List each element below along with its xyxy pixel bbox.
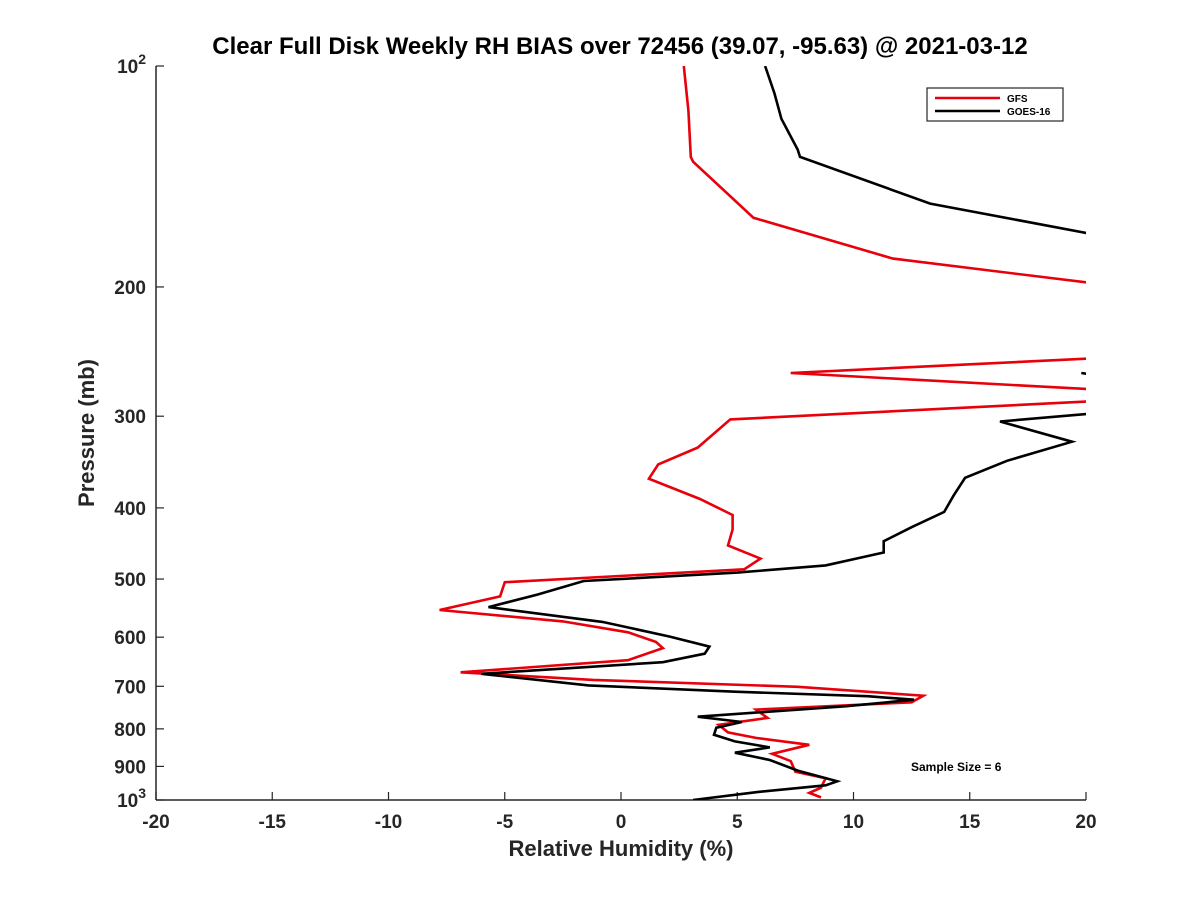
y-tick-label: 900	[114, 757, 146, 778]
y-tick-label: 300	[114, 407, 146, 428]
y-tick-label: 102	[117, 51, 146, 78]
y-tick-label: 600	[114, 628, 146, 649]
x-tick-label: 20	[1075, 812, 1096, 833]
x-tick-label: -20	[142, 812, 169, 833]
y-tick-label: 200	[114, 278, 146, 299]
legend-label-gfs: GFS	[1007, 94, 1028, 105]
x-tick-label: -5	[496, 812, 513, 833]
y-axis-label: Pressure (mb)	[74, 359, 99, 507]
y-tick-label: 700	[114, 677, 146, 698]
series-lines	[439, 66, 1086, 800]
x-tick-label: 0	[616, 812, 627, 833]
x-axis-label: Relative Humidity (%)	[509, 836, 734, 861]
x-tick-label: 15	[959, 812, 981, 833]
y-tick-label: 103	[117, 785, 146, 812]
x-ticks: -20 -15 -10 -5 0 5 10 15 20	[142, 792, 1097, 833]
plot-area: -20 -15 -10 -5 0 5 10 15 20 102 200 300 400 500 600 70…	[114, 51, 1097, 833]
series-line-goes16	[481, 66, 1086, 800]
legend-box	[926, 87, 1064, 122]
y-tick-label: 800	[114, 720, 146, 741]
x-tick-label: -15	[259, 812, 287, 833]
y-tick-label: 500	[114, 570, 146, 591]
chart-title: Clear Full Disk Weekly RH BIAS over 7245…	[212, 33, 1027, 60]
series-line-gfs	[439, 66, 1086, 799]
sample-size-annotation: Sample Size = 6	[911, 760, 1002, 774]
legend-label-goes16: GOES-16	[1007, 107, 1051, 118]
y-tick-label: 400	[114, 499, 146, 520]
legend: GFS GOES-16	[926, 87, 1064, 122]
x-tick-label: 10	[843, 812, 864, 833]
y-ticks: 102 200 300 400 500 600 700 800 900 103	[114, 51, 164, 812]
x-tick-label: -10	[375, 812, 402, 833]
x-tick-label: 5	[732, 812, 743, 833]
